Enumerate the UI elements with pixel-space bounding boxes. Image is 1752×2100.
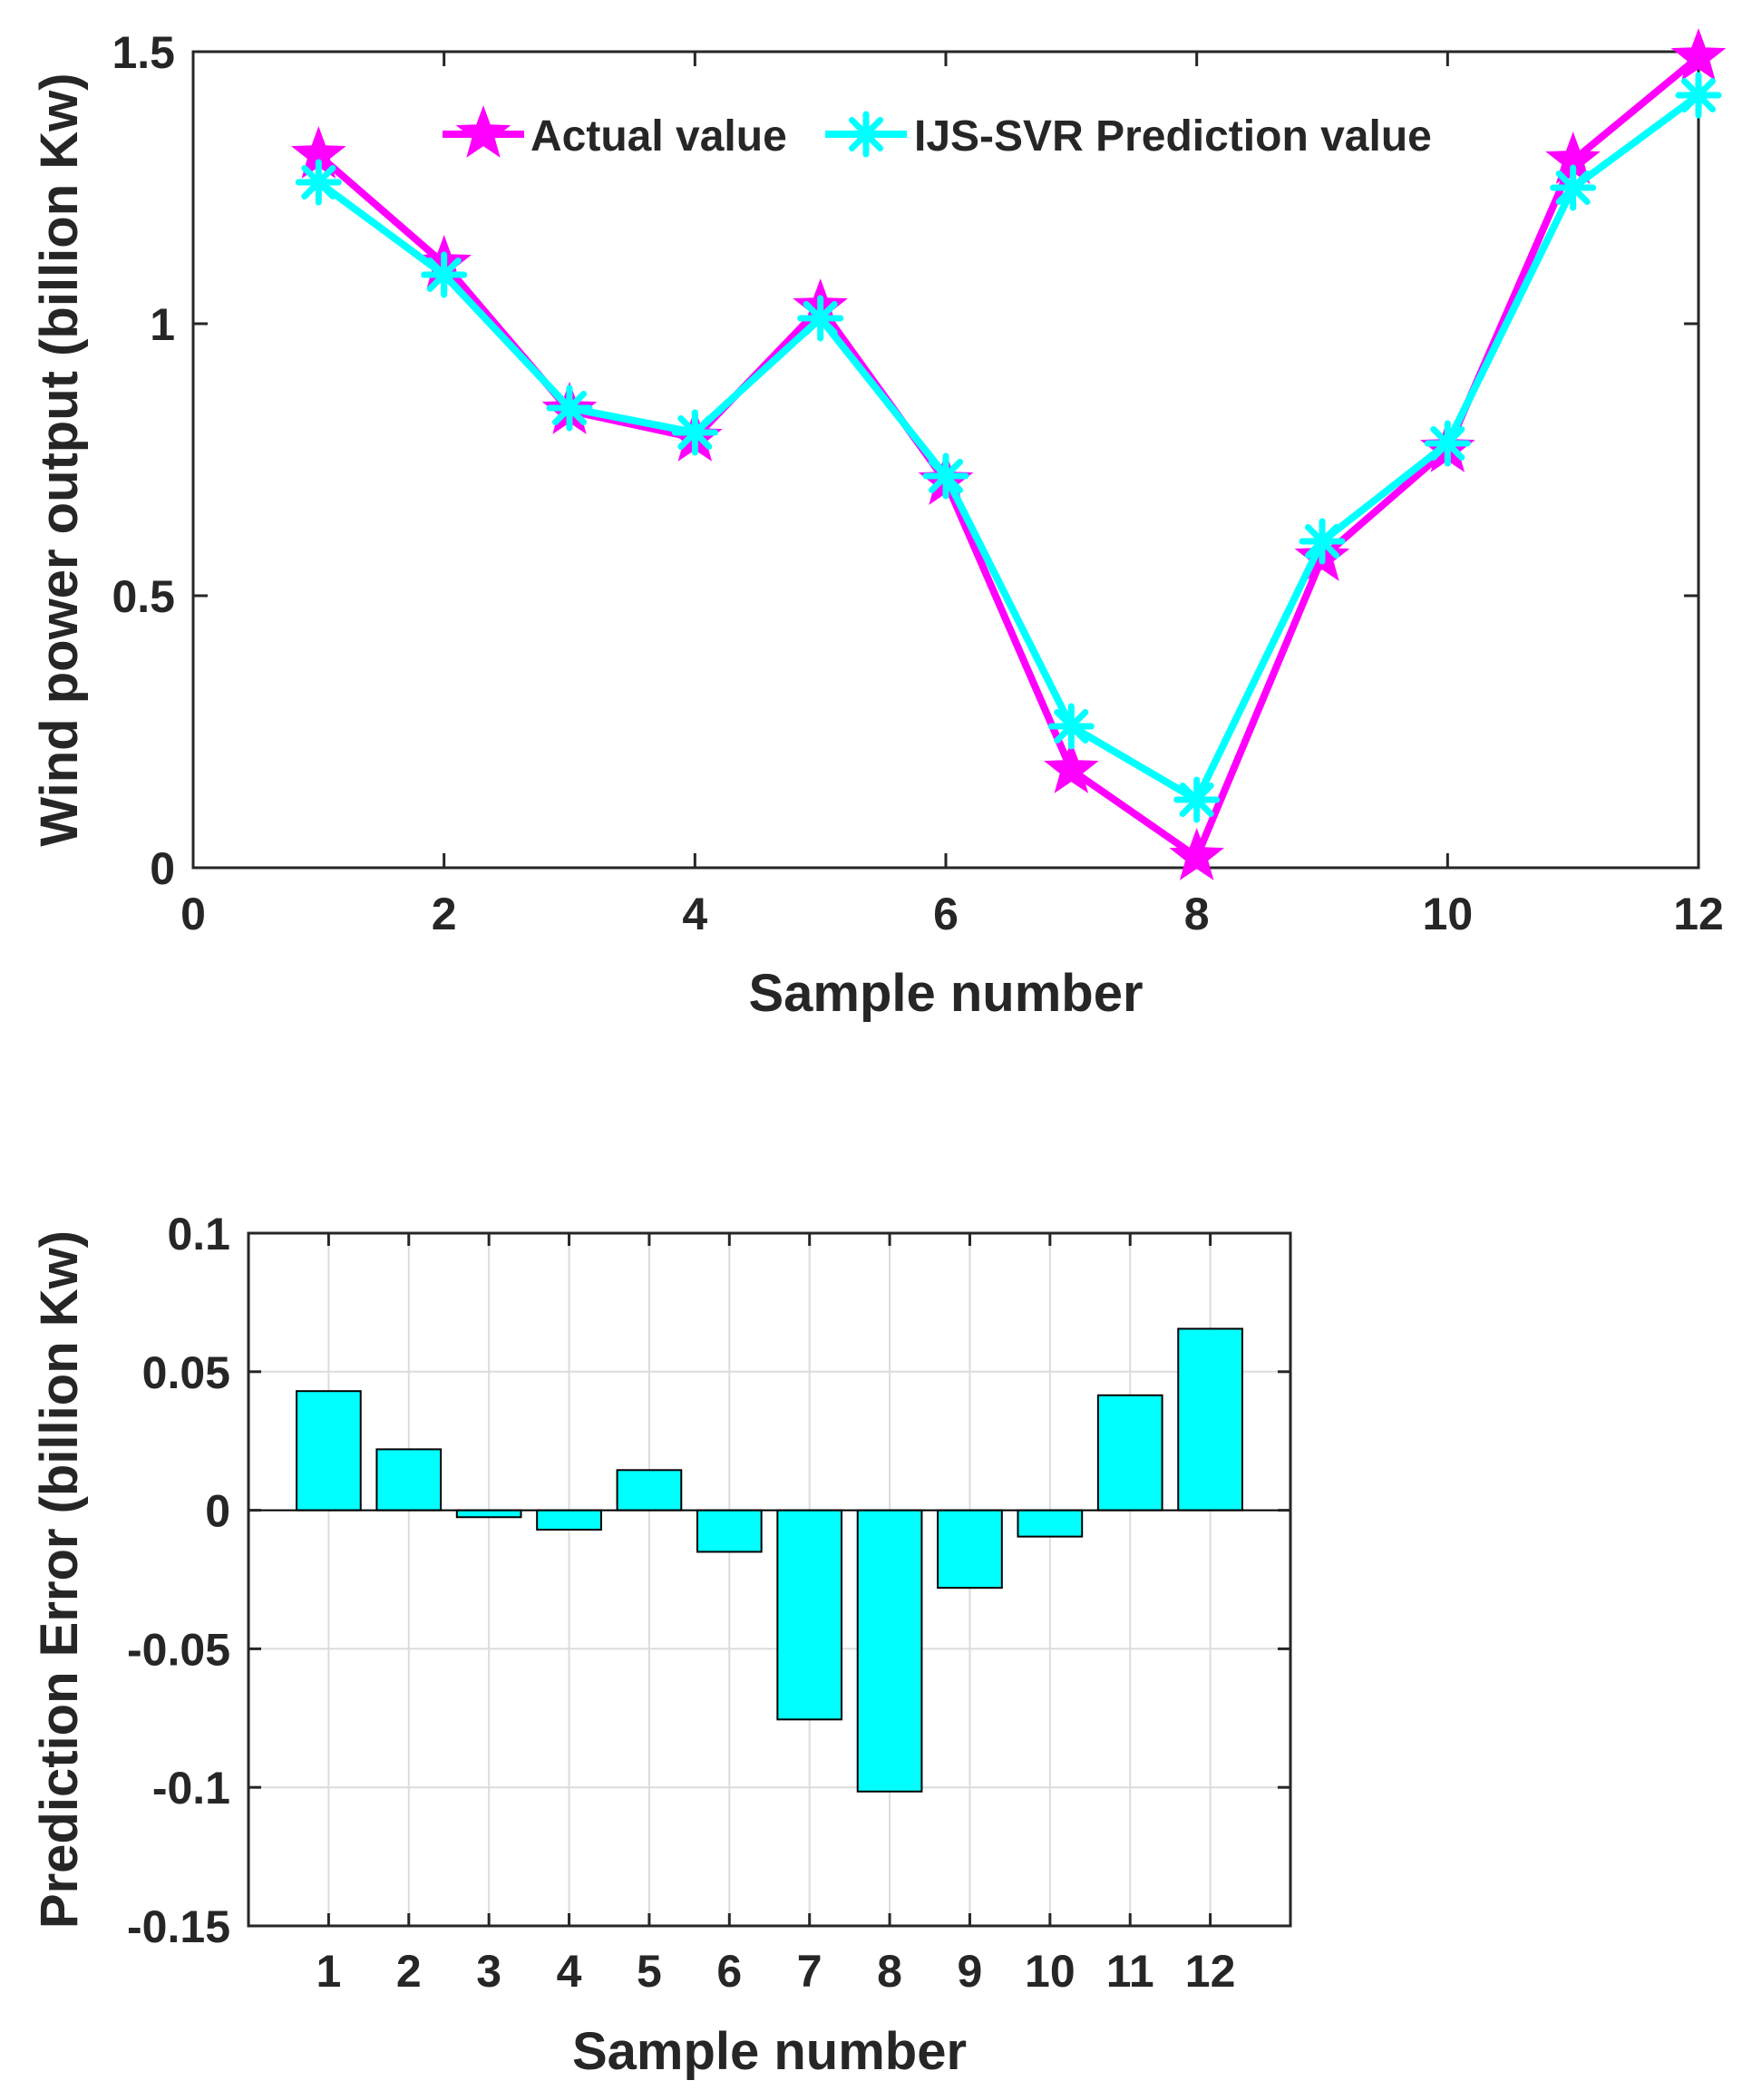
x-tick-label: 9	[958, 1946, 983, 1997]
y-tick-label: -0.05	[127, 1624, 230, 1675]
bar	[455, 1509, 522, 1519]
y-tick-label: 0	[205, 1486, 230, 1537]
y-tick-label: 0.05	[142, 1347, 230, 1398]
asterisk-stroke	[928, 458, 964, 494]
x-tick-label: 10	[1423, 889, 1474, 939]
x-tick-label: 8	[1184, 889, 1210, 939]
series-line	[316, 92, 1701, 803]
data-point-asterisk	[1424, 420, 1471, 467]
x-tick-label: 2	[432, 889, 457, 939]
x-tick-label: 4	[682, 889, 707, 939]
x-tick-label: 12	[1673, 889, 1724, 939]
x-axis-label: Sample number	[572, 2022, 967, 2081]
y-tick-label: 0.1	[167, 1209, 230, 1259]
x-tick-label: 3	[476, 1946, 501, 1997]
data-point-star	[1044, 741, 1099, 793]
asterisk-stroke	[1179, 782, 1214, 818]
plot-area-2	[248, 1233, 1290, 1926]
data-point-asterisk	[922, 452, 969, 500]
legend-star-marker	[455, 105, 511, 158]
y-tick-label: 1.5	[112, 27, 175, 78]
bar	[937, 1509, 1003, 1590]
x-tick-label: 10	[1025, 1946, 1076, 1997]
x-tick-label: 7	[797, 1946, 822, 1997]
legend-label: IJS-SVR Prediction value	[914, 112, 1432, 160]
x-axis-label: Sample number	[748, 964, 1143, 1023]
bar	[1177, 1327, 1243, 1512]
data-point-asterisk	[295, 159, 342, 206]
y-tick-label: 1	[150, 299, 175, 350]
asterisk-stroke	[1680, 77, 1717, 113]
x-tick-label: 0	[180, 889, 206, 939]
asterisk-stroke	[677, 414, 713, 451]
bar	[1096, 1394, 1163, 1512]
asterisk-stroke	[1054, 708, 1089, 744]
data-point-asterisk	[1550, 164, 1597, 211]
x-tick-label: 8	[877, 1946, 902, 1997]
asterisk-stroke	[551, 390, 588, 426]
x-tick-label: 1	[316, 1946, 341, 1997]
asterisk-stroke	[848, 116, 884, 152]
data-point-asterisk	[546, 384, 593, 432]
plot-border-2	[247, 1231, 1292, 1928]
bar	[296, 1390, 362, 1512]
data-point-asterisk	[1173, 776, 1221, 823]
legend: Actual value IJS-SVR Prediction value	[443, 105, 1432, 160]
y-tick-label: -0.15	[127, 1901, 230, 1952]
x-tick-label: 6	[933, 889, 959, 939]
bar	[1017, 1509, 1084, 1538]
y-tick-label: -0.1	[152, 1763, 230, 1813]
y-axis-label: Prediction Error (billion Kw)	[30, 1230, 89, 1929]
bar	[375, 1448, 443, 1512]
line-chart: 0 2 4 6 8 10 12 0 0.5 1 1.5 Sample number Wind power…	[30, 27, 1727, 1023]
y-tick-label: 0	[150, 843, 175, 894]
legend-asterisk-marker	[842, 111, 890, 158]
bar	[856, 1509, 923, 1793]
asterisk-stroke	[803, 300, 838, 336]
x-tick-label: 2	[396, 1946, 422, 1997]
y-axis-label: Wind power output (billion Kw)	[30, 73, 89, 846]
x-tick-label: 6	[716, 1946, 742, 1997]
bar	[776, 1509, 843, 1721]
bar	[616, 1469, 683, 1512]
data-point-asterisk	[1675, 72, 1722, 119]
asterisk-stroke	[301, 164, 336, 200]
data-point-asterisk	[1047, 703, 1095, 750]
x-tick-label: 5	[637, 1946, 662, 1997]
data-point-star	[1670, 28, 1727, 81]
x-tick-label: 11	[1106, 1946, 1154, 1997]
data-point-asterisk	[797, 295, 844, 342]
bar-chart: 1 2 3 4 5 6 7 8 9 10 11 12-0.15-0.1-0.0500.050.1Sam…	[30, 1209, 1292, 2081]
x-tick-label: 4	[557, 1946, 582, 1997]
data-point-star	[1169, 828, 1224, 880]
asterisk-stroke	[1304, 523, 1340, 559]
asterisk-stroke	[426, 257, 462, 293]
asterisk-stroke	[1555, 170, 1591, 206]
asterisk-stroke	[1430, 425, 1465, 462]
data-point-asterisk	[421, 251, 468, 298]
bar	[696, 1509, 763, 1553]
data-point-asterisk	[671, 409, 718, 456]
data-point-asterisk	[1299, 518, 1346, 565]
legend-label: Actual value	[530, 112, 787, 160]
bar	[536, 1509, 602, 1531]
y-tick-label: 0.5	[112, 571, 175, 622]
x-tick-label: 12	[1185, 1946, 1236, 1997]
